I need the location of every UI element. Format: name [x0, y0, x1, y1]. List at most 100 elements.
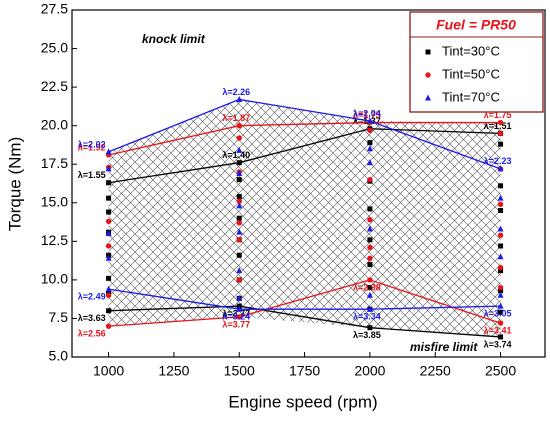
marker	[367, 237, 373, 243]
lambda-label: λ=2.23	[484, 156, 512, 166]
lambda-label: λ=1.75	[353, 110, 381, 120]
annotation: knock limit	[142, 32, 206, 46]
x-tick-label: 2500	[485, 363, 516, 379]
lambda-label: λ=2.49	[78, 292, 106, 302]
marker	[366, 305, 373, 312]
y-tick-label: 27.5	[41, 1, 68, 17]
marker	[106, 209, 112, 215]
marker	[236, 305, 243, 312]
lower-line	[108, 288, 501, 310]
marker	[236, 198, 242, 204]
marker	[367, 244, 373, 251]
marker	[497, 291, 504, 298]
marker	[498, 141, 504, 147]
lambda-label: λ=1.40	[222, 150, 250, 160]
lambda-label: λ=1.51	[484, 121, 512, 131]
marker	[105, 292, 112, 299]
lower-line	[108, 305, 501, 338]
marker	[497, 284, 504, 291]
x-tick-label: 2000	[354, 363, 385, 379]
legend-label: Tint=70°C	[442, 89, 500, 104]
marker	[236, 194, 242, 200]
x-tick-label: 2250	[420, 363, 451, 379]
lambda-label: λ=3.77	[222, 308, 250, 318]
marker	[498, 334, 504, 340]
marker	[367, 261, 373, 267]
marker	[497, 264, 504, 271]
marker	[498, 243, 504, 249]
marker	[236, 135, 242, 141]
marker	[366, 117, 373, 124]
lambda-label: λ=1.55	[78, 170, 106, 180]
plot-frame	[71, 9, 546, 358]
marker	[497, 119, 504, 126]
hatched-region	[108, 99, 501, 337]
marker	[366, 159, 373, 166]
marker	[105, 285, 112, 292]
marker	[366, 145, 373, 152]
marker	[498, 207, 504, 213]
legend-label: Tint=30°C	[442, 43, 500, 58]
marker	[106, 195, 112, 201]
marker	[106, 180, 112, 186]
annotation: misfire limit	[410, 340, 478, 354]
marker	[367, 217, 373, 223]
marker	[236, 314, 242, 320]
legend-marker	[425, 72, 431, 78]
marker	[236, 202, 243, 209]
marker	[367, 285, 373, 291]
lambda-label: λ=2.02	[78, 139, 106, 149]
y-tick-label: 20.0	[41, 116, 68, 132]
marker	[236, 237, 242, 243]
marker	[497, 225, 504, 232]
marker	[497, 194, 504, 201]
lambda-label: λ=3.24	[222, 312, 250, 322]
y-tick-label: 7.5	[49, 309, 69, 325]
marker	[236, 177, 242, 183]
lower-line	[108, 279, 501, 327]
lambda-label: λ=2.04	[353, 108, 381, 118]
marker	[236, 267, 243, 274]
y-tick-label: 10.0	[41, 271, 68, 287]
legend: Fuel = PR50 Tint=30°C Tint=50°C Tint=70°C	[409, 11, 544, 113]
marker	[236, 169, 243, 176]
y-tick-label: 5.0	[49, 348, 69, 364]
legend-title: Fuel = PR50	[436, 17, 516, 33]
marker	[236, 277, 242, 283]
marker	[367, 277, 373, 283]
lambda-label: λ=2.98	[353, 282, 381, 292]
marker	[236, 220, 242, 226]
x-tick-label: 1250	[158, 363, 189, 379]
marker	[105, 148, 112, 155]
marker	[105, 165, 112, 172]
marker	[367, 255, 373, 261]
lambda-label: λ=3.41	[484, 325, 512, 335]
marker	[367, 127, 373, 133]
marker	[106, 275, 112, 281]
lambda-label: λ=2.56	[78, 329, 106, 339]
x-tick-label: 1500	[224, 363, 255, 379]
x-tick-label: 1000	[93, 363, 124, 379]
marker	[105, 230, 112, 237]
lambda-label: λ=1.92	[78, 142, 106, 152]
legend-box	[409, 11, 544, 113]
y-tick-label: 15.0	[41, 193, 68, 209]
marker	[498, 268, 504, 274]
lambda-label: λ=2.26	[222, 87, 250, 97]
y-tick-label: 25.0	[41, 39, 68, 55]
marker	[497, 130, 504, 137]
marker	[497, 165, 504, 172]
y-axis-label: Torque (Nm)	[5, 137, 24, 231]
marker	[497, 302, 504, 309]
x-tick-label: 1750	[289, 363, 320, 379]
marker	[236, 160, 242, 166]
lambda-label: λ=1.75	[484, 110, 512, 120]
marker	[105, 243, 112, 249]
marker	[236, 294, 243, 301]
lambda-label: λ=3.34	[353, 312, 381, 322]
marker	[236, 95, 243, 102]
marker	[498, 288, 504, 294]
lambda-label: λ=3.05	[484, 308, 512, 318]
lambda-label: λ=3.74	[484, 339, 512, 349]
